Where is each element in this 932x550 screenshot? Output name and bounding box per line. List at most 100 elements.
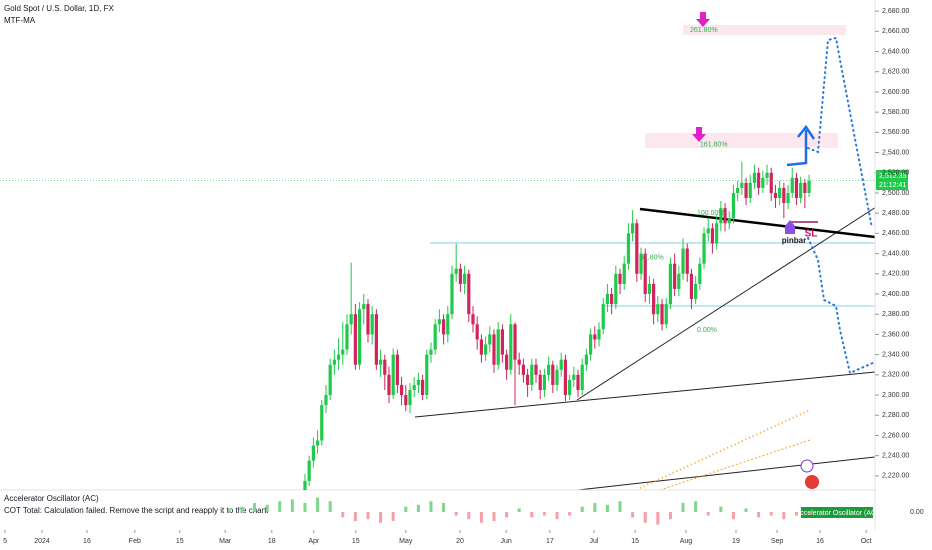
candle-body: [744, 182, 748, 199]
osc-bar: [442, 503, 446, 512]
candle-body: [437, 319, 441, 325]
countdown: 21:12:41: [879, 182, 906, 189]
y-tick-label: 2,540.00: [882, 149, 909, 156]
sl-label: SL: [805, 229, 818, 240]
candle-body: [307, 460, 311, 481]
osc-bar: [253, 503, 257, 512]
x-tick-label: 19: [732, 538, 740, 545]
candle-body: [736, 187, 740, 193]
candle-body: [357, 309, 362, 365]
candle-body: [694, 283, 698, 300]
candle-body: [580, 364, 584, 390]
candle-body: [534, 364, 538, 375]
y-tick-label: 2,300.00: [882, 392, 909, 399]
osc-bar: [278, 501, 282, 512]
candle-body: [450, 273, 454, 315]
candle-body: [383, 359, 387, 375]
osc-bar: [618, 501, 622, 512]
y-tick-label: 2,440.00: [882, 250, 909, 257]
candle-body: [807, 180, 811, 193]
candle-body: [731, 192, 736, 219]
candle-body: [614, 273, 618, 305]
osc-bar: [605, 504, 609, 512]
candle-body: [719, 208, 723, 224]
arrow: [786, 130, 808, 167]
candle-body: [757, 172, 761, 188]
osc-bar: [341, 512, 345, 518]
candle-body: [626, 233, 631, 264]
y-tick-label: 2,660.00: [882, 28, 909, 35]
x-tick-label: 18: [268, 538, 276, 545]
osc-bar: [505, 512, 509, 518]
candle-body: [315, 440, 320, 446]
candle-body: [647, 283, 652, 294]
candle-body: [483, 344, 488, 355]
osc-bar: [593, 503, 597, 512]
candle-body: [799, 182, 803, 199]
x-tick-label: Feb: [129, 538, 141, 545]
osc-bar: [265, 504, 269, 512]
candle-body: [660, 304, 664, 325]
badge-bg: [801, 507, 873, 518]
candle-body: [740, 182, 744, 188]
osc-bar: [744, 508, 748, 512]
candle-body: [698, 263, 702, 284]
oscillator-message: COT Total: Calculation failed. Remove th…: [4, 506, 269, 515]
candle-body: [517, 359, 521, 365]
candle-body: [794, 177, 799, 199]
osc-bar: [479, 512, 483, 523]
candle-body: [366, 304, 370, 335]
candle-body: [689, 273, 694, 300]
candle-body: [584, 354, 589, 365]
candle-body: [479, 339, 483, 355]
osc-bar: [492, 512, 496, 521]
osc-bar: [530, 512, 534, 518]
candle-body: [576, 374, 580, 390]
candle-body: [454, 268, 458, 274]
candle-body: [458, 268, 462, 284]
main-pane: [303, 161, 811, 490]
x-tick-label: Jul: [589, 538, 598, 545]
x-tick-label: Sep: [771, 538, 784, 545]
osc-bar: [404, 506, 408, 512]
candle-body: [332, 359, 336, 365]
candle-body: [597, 329, 601, 340]
osc-bar: [542, 512, 546, 516]
osc-bar: [429, 501, 433, 512]
x-tick-label: May: [399, 538, 413, 545]
osc-tick-label: 0.00: [910, 509, 924, 516]
y-tick-label: 2,640.00: [882, 48, 909, 55]
candle-body: [425, 354, 429, 396]
chart-title: Gold Spot / U.S. Dollar, 1D, FX: [4, 4, 114, 13]
osc-bar: [782, 512, 786, 520]
fib-label: 161.80%: [700, 141, 728, 148]
candle-body: [433, 324, 437, 350]
candle-body: [555, 369, 559, 385]
candle-body: [559, 359, 563, 370]
candle-body: [378, 359, 383, 365]
candle-body: [681, 248, 685, 274]
candle-body: [345, 324, 349, 350]
x-tick-label: Apr: [308, 538, 320, 545]
trendline: [414, 371, 875, 418]
candle-body: [710, 228, 715, 244]
candle-body: [521, 364, 526, 375]
osc-bar: [694, 501, 698, 512]
candle-body: [631, 223, 635, 234]
y-tick-label: 2,380.00: [882, 311, 909, 318]
candle-body: [677, 273, 681, 289]
osc-bar: [580, 506, 584, 512]
osc-bar: [794, 512, 798, 516]
candle-body: [492, 334, 496, 365]
candle-body: [488, 334, 492, 345]
osc-bar: [769, 512, 773, 516]
candle-body: [664, 304, 668, 325]
candle-body: [773, 192, 778, 199]
osc-bar: [328, 501, 332, 512]
candle-body: [420, 379, 425, 396]
osc-bar: [416, 504, 420, 512]
candle-body: [752, 172, 757, 183]
y-tick-label: 2,560.00: [882, 129, 909, 136]
candle-body: [610, 294, 614, 305]
candle-body: [605, 294, 610, 305]
